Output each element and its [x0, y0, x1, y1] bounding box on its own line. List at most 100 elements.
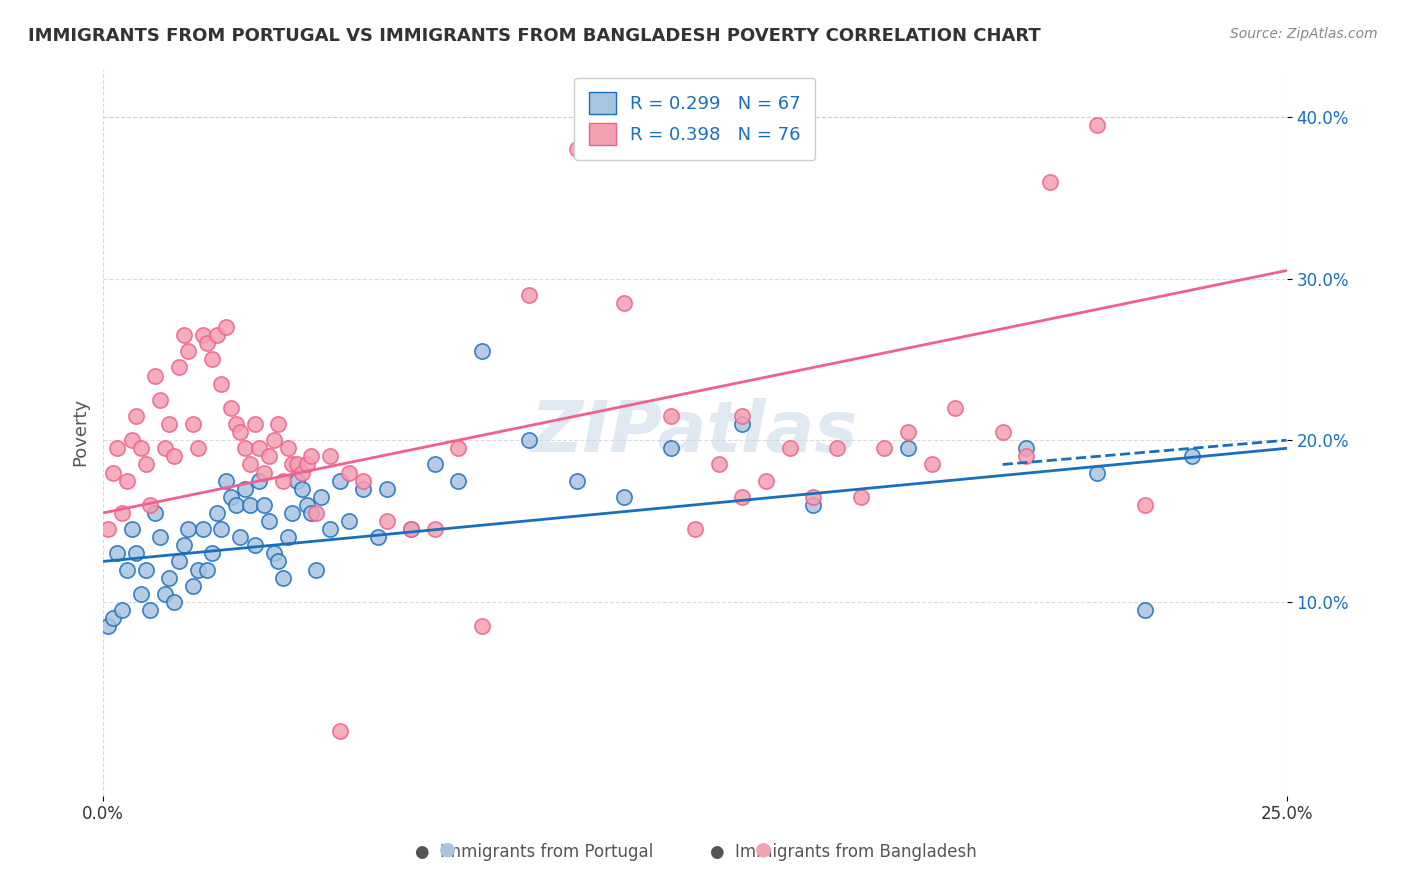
Point: [659, 409, 682, 423]
Point: [299, 450, 322, 464]
Point: [115, 474, 138, 488]
Point: [447, 474, 470, 488]
Point: [471, 344, 494, 359]
Text: ●: ●: [439, 839, 456, 858]
Point: [111, 506, 134, 520]
Point: [399, 522, 422, 536]
Point: [801, 498, 824, 512]
Point: [253, 498, 276, 512]
Point: [163, 450, 186, 464]
Point: [353, 482, 375, 496]
Point: [897, 425, 920, 439]
Point: [239, 498, 262, 512]
Point: [239, 458, 262, 472]
Point: [149, 392, 172, 407]
Point: [225, 417, 247, 431]
Point: [97, 522, 120, 536]
Point: [129, 587, 152, 601]
Point: [247, 442, 270, 456]
Point: [201, 352, 224, 367]
Point: [731, 417, 754, 431]
Point: [177, 344, 200, 359]
Point: [291, 482, 314, 496]
Text: ●  Immigrants from Bangladesh: ● Immigrants from Bangladesh: [710, 843, 977, 861]
Point: [201, 546, 224, 560]
Point: [1015, 442, 1038, 456]
Text: ZIPatlas: ZIPatlas: [531, 398, 859, 467]
Point: [731, 490, 754, 504]
Point: [129, 442, 152, 456]
Point: [613, 490, 636, 504]
Point: [177, 522, 200, 536]
Text: ●  Immigrants from Portugal: ● Immigrants from Portugal: [415, 843, 654, 861]
Point: [1039, 175, 1062, 189]
Point: [873, 442, 896, 456]
Point: [157, 417, 180, 431]
Point: [253, 466, 276, 480]
Point: [229, 530, 252, 544]
Point: [135, 458, 157, 472]
Point: [219, 401, 242, 415]
Point: [187, 562, 209, 576]
Point: [143, 506, 166, 520]
Point: [707, 458, 730, 472]
Point: [173, 328, 195, 343]
Point: [517, 287, 540, 301]
Point: [659, 442, 682, 456]
Point: [299, 506, 322, 520]
Point: [423, 522, 446, 536]
Point: [1015, 450, 1038, 464]
Point: [285, 458, 308, 472]
Point: [849, 490, 872, 504]
Point: [97, 619, 120, 633]
Point: [163, 595, 186, 609]
Legend: R = 0.299   N = 67, R = 0.398   N = 76: R = 0.299 N = 67, R = 0.398 N = 76: [574, 78, 815, 160]
Point: [157, 571, 180, 585]
Point: [731, 409, 754, 423]
Point: [195, 336, 218, 351]
Point: [139, 498, 162, 512]
Point: [211, 522, 233, 536]
Point: [943, 401, 966, 415]
Point: [305, 562, 328, 576]
Point: [167, 360, 190, 375]
Point: [191, 328, 214, 343]
Point: [367, 530, 389, 544]
Point: [115, 562, 138, 576]
Point: [281, 506, 304, 520]
Point: [121, 434, 143, 448]
Point: [683, 522, 706, 536]
Point: [187, 442, 209, 456]
Point: [105, 442, 128, 456]
Point: [195, 562, 218, 576]
Point: [205, 328, 228, 343]
Point: [375, 482, 398, 496]
Point: [215, 474, 238, 488]
Point: [111, 603, 134, 617]
Point: [991, 425, 1014, 439]
Y-axis label: Poverty: Poverty: [72, 398, 89, 467]
Point: [319, 522, 342, 536]
Point: [517, 434, 540, 448]
Text: Source: ZipAtlas.com: Source: ZipAtlas.com: [1230, 27, 1378, 41]
Point: [1133, 498, 1156, 512]
Point: [153, 442, 176, 456]
Point: [125, 409, 148, 423]
Point: [181, 579, 204, 593]
Point: [565, 142, 588, 156]
Point: [897, 442, 920, 456]
Point: [247, 474, 270, 488]
Point: [211, 376, 233, 391]
Text: ●: ●: [755, 839, 772, 858]
Point: [305, 506, 328, 520]
Point: [319, 450, 342, 464]
Point: [1181, 450, 1204, 464]
Point: [565, 474, 588, 488]
Point: [215, 320, 238, 334]
Point: [167, 554, 190, 568]
Point: [181, 417, 204, 431]
Point: [337, 514, 360, 528]
Point: [353, 474, 375, 488]
Point: [233, 482, 256, 496]
Point: [291, 466, 314, 480]
